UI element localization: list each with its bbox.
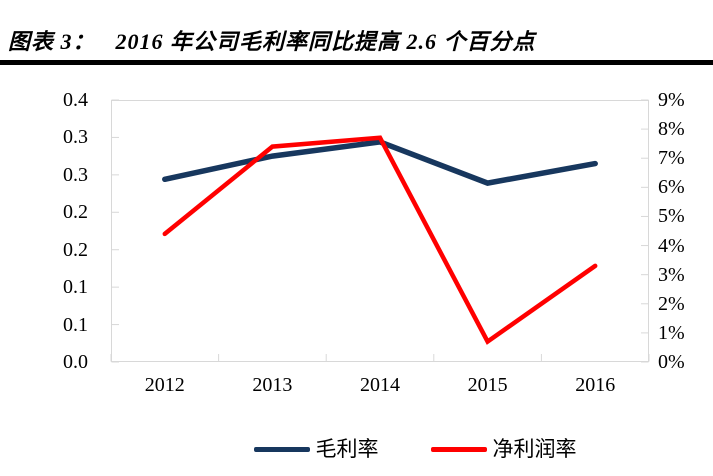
title-underline <box>0 60 713 65</box>
legend-label: 净利润率 <box>492 437 577 461</box>
chart-caption: 图表 3： 2016 年公司毛利率同比提高 2.6 个百分点 <box>8 24 536 56</box>
caption-label: 图表 3： <box>8 29 96 54</box>
gross-margin-line <box>162 139 598 186</box>
legend-item-gross-margin: 毛利率 <box>253 436 379 462</box>
legend-swatch-gross-margin <box>253 446 310 452</box>
legend-swatch-net-profit-margin <box>430 446 487 452</box>
legend-item-net-profit-margin: 净利润率 <box>430 436 577 462</box>
legend-label: 毛利率 <box>315 437 379 461</box>
net-profit-margin-line <box>162 135 598 345</box>
plot-border <box>111 100 649 362</box>
chart-legend: 毛利率 净利润率 <box>117 436 713 462</box>
page-title: 2016 年公司毛利率同比提高 2.6 个百分点 <box>115 29 536 54</box>
